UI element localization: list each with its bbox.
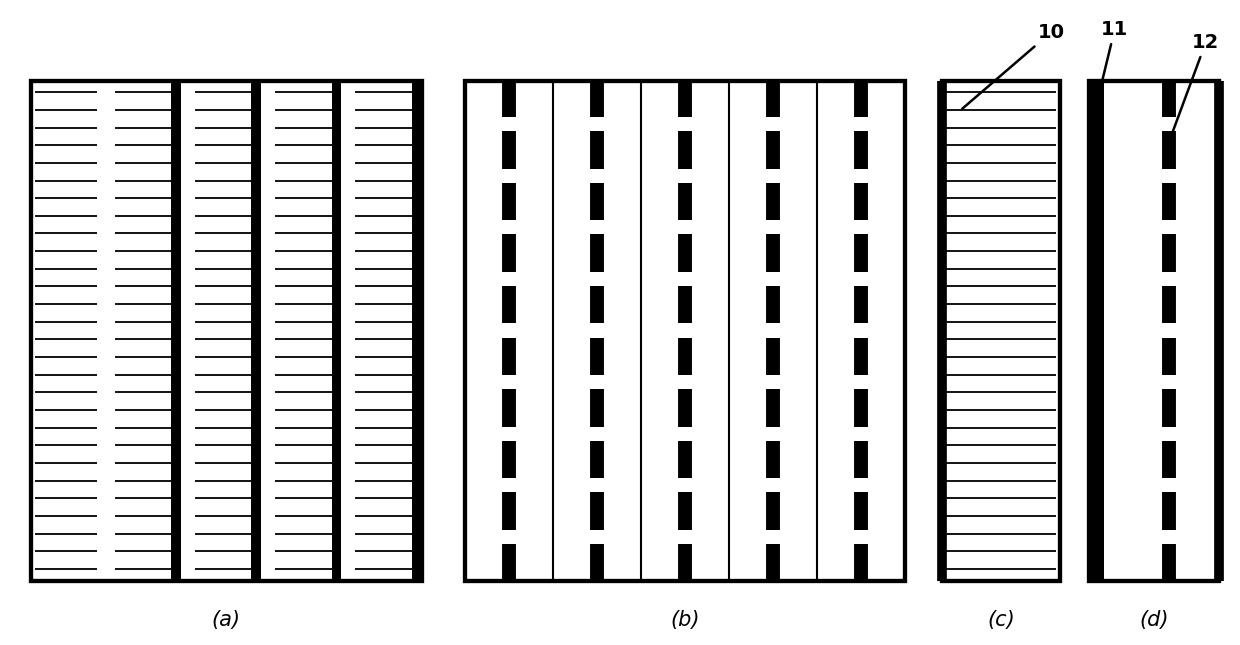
Bar bbox=[465, 81, 905, 580]
Bar bbox=[1089, 81, 1219, 580]
Text: (c): (c) bbox=[987, 610, 1016, 630]
Bar bbox=[31, 81, 422, 580]
Text: 12: 12 bbox=[1171, 33, 1219, 138]
Bar bbox=[942, 81, 1060, 580]
Bar bbox=[171, 81, 181, 580]
Text: (b): (b) bbox=[671, 610, 699, 630]
Bar bbox=[252, 81, 262, 580]
Bar bbox=[412, 81, 422, 580]
Bar bbox=[465, 81, 905, 580]
Text: (a): (a) bbox=[212, 610, 241, 630]
Bar bbox=[1089, 81, 1219, 580]
Bar bbox=[942, 81, 1060, 580]
Bar bbox=[31, 81, 422, 580]
Bar bbox=[331, 81, 341, 580]
Bar bbox=[1089, 81, 1104, 580]
Text: (d): (d) bbox=[1140, 610, 1168, 630]
Text: 11: 11 bbox=[1097, 20, 1128, 103]
Text: 10: 10 bbox=[962, 23, 1064, 109]
